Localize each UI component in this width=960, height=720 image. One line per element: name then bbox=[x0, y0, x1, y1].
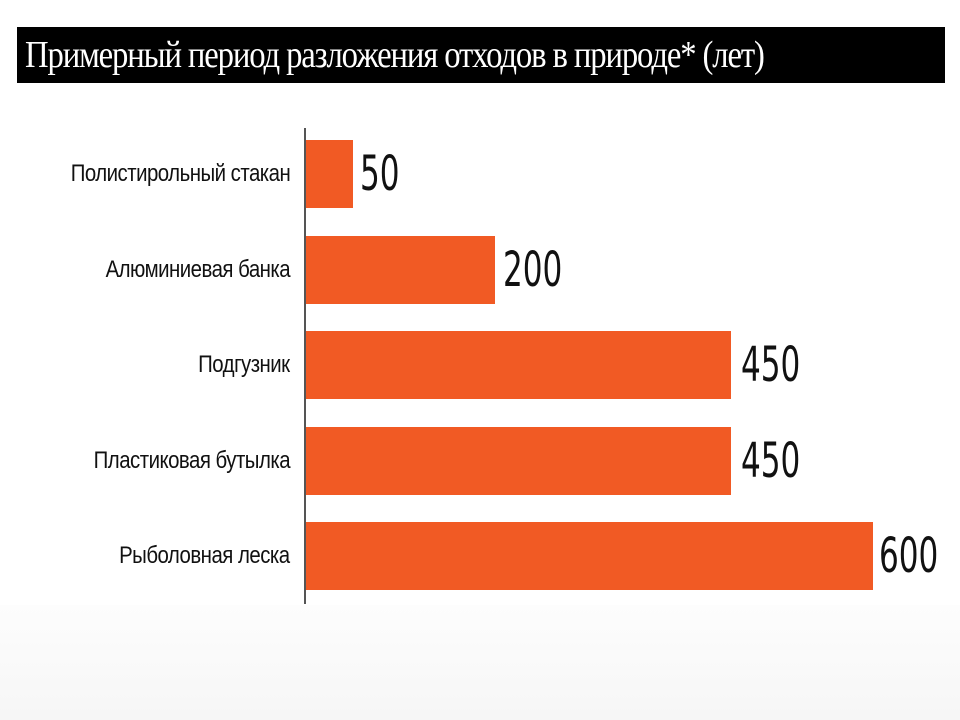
bar-row: Полистирольный стакан 50 bbox=[0, 140, 960, 208]
y-axis-line bbox=[304, 128, 306, 604]
bar-row: Алюминиевая банка 200 bbox=[0, 236, 960, 304]
bar-row: Подгузник 450 bbox=[0, 331, 960, 399]
background-fade bbox=[0, 605, 960, 720]
value-label: 450 bbox=[741, 433, 801, 489]
category-label: Пластиковая бутылка bbox=[93, 447, 291, 474]
category-label: Рыболовная леска bbox=[119, 542, 290, 569]
bar bbox=[306, 427, 731, 495]
value-label: 50 bbox=[360, 146, 400, 202]
value-label: 450 bbox=[741, 337, 801, 393]
category-label: Подгузник bbox=[198, 351, 291, 378]
bar bbox=[306, 331, 731, 399]
bar-row: Рыболовная леска 600 bbox=[0, 522, 960, 590]
category-label: Алюминиевая банка bbox=[105, 256, 290, 283]
value-label: 200 bbox=[503, 242, 563, 298]
bar-row: Пластиковая бутылка 450 bbox=[0, 427, 960, 495]
bar bbox=[306, 522, 873, 590]
chart-title: Примерный период разложения отходов в пр… bbox=[17, 27, 945, 83]
chart-title-text: Примерный период разложения отходов в пр… bbox=[25, 34, 765, 76]
bar bbox=[306, 140, 353, 208]
bar bbox=[306, 236, 495, 304]
category-label: Полистирольный стакан bbox=[70, 160, 291, 187]
value-label: 600 bbox=[879, 528, 939, 584]
